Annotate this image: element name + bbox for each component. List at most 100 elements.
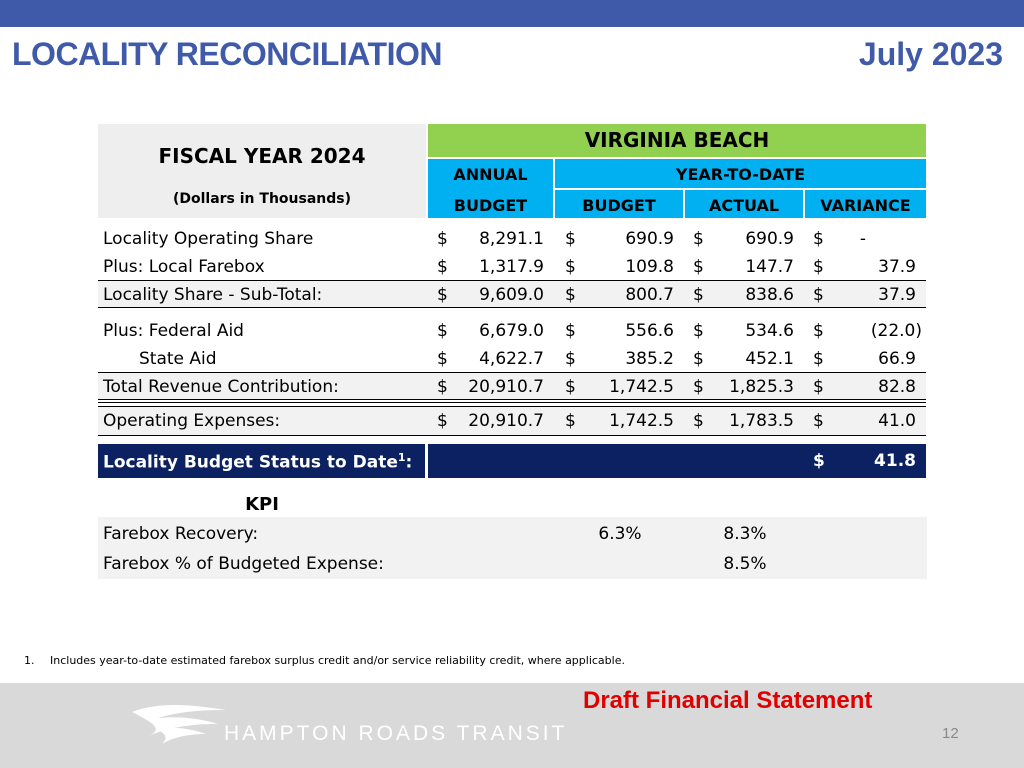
kpi-actual-value: 8.3% [723,524,767,544]
currency-sign: $ [437,411,448,431]
variance-header: VARIANCE [820,196,911,215]
row-label: Plus: Local Farebox [103,257,265,277]
currency-sign: $ [813,349,824,369]
currency-sign: $ [693,229,704,249]
currency-sign: $ [565,229,576,249]
footnote-ref: 1 [397,451,406,464]
ytd-actual-value: 452.1 [745,349,794,369]
ytd-variance-value: 37.9 [878,257,916,277]
kpi-label: Farebox % of Budgeted Expense: [103,554,384,574]
ytd-variance-value: (22.0) [870,321,922,341]
brand-name: HAMPTON ROADS TRANSIT [224,722,568,745]
currency-sign: $ [437,349,448,369]
currency-sign: $ [565,321,576,341]
kpi-budget-value: 6.3% [598,524,642,544]
currency-sign: $ [565,349,576,369]
currency-sign: $ [813,285,824,305]
ytd-budget-value: 385.2 [625,349,674,369]
ytd-actual-value: 1,783.5 [729,411,794,431]
ytd-budget-value: 1,742.5 [609,411,674,431]
ytd-budget-value: 1,742.5 [609,377,674,397]
kpi-title: KPI [245,494,279,515]
budget-status-value: 41.8 [874,451,916,471]
ytd-budget-value: 109.8 [625,257,674,277]
currency-sign: $ [813,451,825,471]
budget-status-label: Locality Budget Status to Date1: [103,451,413,473]
currency-sign: $ [813,321,824,341]
subtotal-row-bg [98,281,926,307]
ytd-variance-value: 66.9 [878,349,916,369]
currency-sign: $ [813,257,824,277]
currency-sign: $ [437,229,448,249]
locality-header-bg [428,124,926,157]
fiscal-year-label: FISCAL YEAR 2024 [158,144,366,168]
currency-sign: $ [813,377,824,397]
report-date: July 2023 [858,36,1003,72]
locality-name: VIRGINIA BEACH [584,128,770,152]
currency-sign: $ [565,257,576,277]
currency-sign: $ [437,321,448,341]
currency-sign: $ [437,285,448,305]
currency-sign: $ [565,285,576,305]
actual-header: ACTUAL [708,196,780,215]
annual-budget-value: 1,317.9 [479,257,544,277]
ytd-variance-value: 82.8 [878,377,916,397]
annual-budget-value: 4,622.7 [479,349,544,369]
annual-header: ANNUAL [453,165,528,184]
ytd-actual-value: 690.9 [745,229,794,249]
currency-sign: $ [693,285,704,305]
annual-budget-header: BUDGET [453,196,528,215]
annual-budget-value: 20,910.7 [468,377,544,397]
top-banner [0,0,1024,27]
ytd-actual-value: 838.6 [745,285,794,305]
currency-sign: $ [693,349,704,369]
ytd-variance-value: 41.0 [878,411,916,431]
kpi-label: Farebox Recovery: [103,524,259,544]
opex-row-bg [98,407,926,435]
currency-sign: $ [813,229,824,249]
ytd-header: YEAR-TO-DATE [675,165,806,184]
row-label: Total Revenue Contribution: [103,377,339,397]
row-label: Plus: Federal Aid [103,321,244,341]
currency-sign: $ [565,411,576,431]
draft-label: Draft Financial Statement [583,687,873,714]
total-revenue-row-bg [98,373,926,399]
fiscal-year-header-bg [98,124,426,218]
status-row-value-bg [428,444,926,478]
currency-sign: $ [565,377,576,397]
annual-budget-value: 9,609.0 [479,285,544,305]
currency-sign: $ [693,257,704,277]
annual-budget-value: 6,679.0 [479,321,544,341]
kpi-table-bg [98,517,927,579]
footnote-text: Includes year-to-date estimated farebox … [50,654,625,667]
ytd-actual-value: 534.6 [745,321,794,341]
row-label: Operating Expenses: [103,411,281,431]
currency-sign: $ [693,411,704,431]
row-label: Locality Operating Share [103,229,314,249]
ytd-actual-value: 147.7 [745,257,794,277]
status-row-label-bg [98,444,425,478]
units-label: (Dollars in Thousands) [172,191,352,207]
page-title: LOCALITY RECONCILIATION [12,36,442,72]
row-label: Locality Share - Sub-Total: [103,285,323,305]
kpi-actual-value: 8.5% [723,554,767,574]
footnote-number: 1. [24,654,35,667]
ytd-budget-value: 800.7 [625,285,674,305]
footnote: 1. Includes year-to-date estimated farebo… [24,654,625,667]
currency-sign: $ [437,257,448,277]
ytd-budget-value: 556.6 [625,321,674,341]
annual-budget-value: 8,291.1 [479,229,544,249]
currency-sign: $ [437,377,448,397]
ytd-actual-value: 1,825.3 [729,377,794,397]
annual-budget-value: 20,910.7 [468,411,544,431]
currency-sign: $ [693,377,704,397]
currency-sign: $ [813,411,824,431]
hrt-logo-icon [132,705,226,744]
row-label: State Aid [139,349,217,369]
ytd-variance-value: - [859,229,867,249]
ytd-variance-value: 37.9 [878,285,916,305]
currency-sign: $ [693,321,704,341]
page-number: 12 [942,725,959,742]
ytd-budget-header: BUDGET [582,196,656,215]
ytd-budget-value: 690.9 [625,229,674,249]
